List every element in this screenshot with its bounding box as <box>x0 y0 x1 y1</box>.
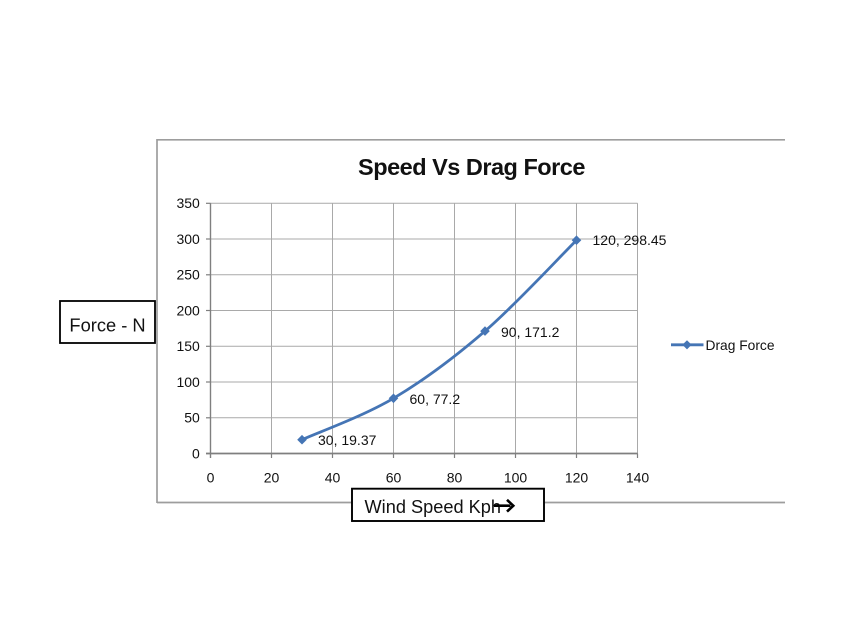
svg-text:120: 120 <box>565 470 589 486</box>
svg-text:Drag Force: Drag Force <box>706 338 775 353</box>
svg-text:100: 100 <box>504 470 528 486</box>
svg-text:250: 250 <box>176 267 200 283</box>
svg-text:300: 300 <box>176 231 200 247</box>
svg-text:40: 40 <box>325 470 341 486</box>
svg-text:0: 0 <box>207 470 215 486</box>
svg-text:Wind Speed Kph: Wind Speed Kph <box>365 497 502 517</box>
svg-text:350: 350 <box>176 195 200 211</box>
svg-text:Force - N: Force - N <box>69 315 145 336</box>
svg-text:60: 60 <box>386 470 402 486</box>
svg-text:90, 171.2: 90, 171.2 <box>501 324 560 340</box>
svg-text:80: 80 <box>447 470 463 486</box>
svg-text:Speed Vs Drag Force: Speed Vs Drag Force <box>358 154 585 180</box>
svg-text:200: 200 <box>176 302 200 318</box>
svg-text:30, 19.37: 30, 19.37 <box>318 432 377 448</box>
svg-text:50: 50 <box>184 410 200 426</box>
svg-text:0: 0 <box>192 445 200 461</box>
svg-text:140: 140 <box>626 470 650 486</box>
svg-text:150: 150 <box>176 338 200 354</box>
svg-text:120, 298.45: 120, 298.45 <box>593 232 667 248</box>
svg-text:60, 77.2: 60, 77.2 <box>410 391 461 407</box>
svg-text:100: 100 <box>176 374 200 390</box>
svg-text:20: 20 <box>264 470 280 486</box>
